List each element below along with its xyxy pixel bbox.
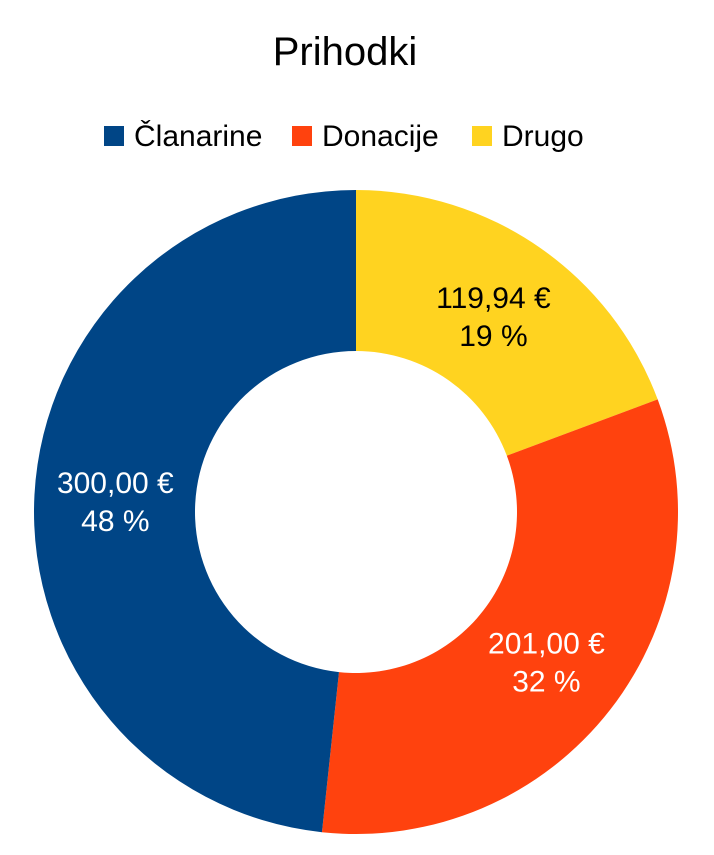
legend: Članarine Donacije Drugo: [104, 119, 584, 153]
data-label-percent: 48 %: [81, 505, 149, 538]
legend-label: Drugo: [502, 120, 584, 153]
legend-label: Članarine: [134, 119, 262, 153]
legend-label: Donacije: [322, 120, 439, 153]
data-label-value: 300,00 €: [57, 467, 174, 500]
data-label-value: 201,00 €: [488, 628, 605, 661]
legend-swatch-članarine: [104, 126, 124, 146]
donut-slice-donacije: [321, 399, 679, 834]
data-labels: 119,94 € 19 % 201,00 € 32 % 300,00 € 48 %: [57, 282, 605, 699]
legend-swatch-donacije: [292, 126, 312, 146]
data-label-value: 119,94 €: [436, 282, 551, 315]
data-label-percent: 32 %: [512, 666, 580, 699]
donut-slice-drugo: [356, 190, 658, 456]
donut-slices: [34, 190, 679, 834]
legend-swatch-drugo: [472, 126, 492, 146]
chart-title: Prihodki: [273, 30, 418, 74]
donut-slice-članarine: [34, 190, 356, 833]
data-label-percent: 19 %: [459, 320, 527, 353]
